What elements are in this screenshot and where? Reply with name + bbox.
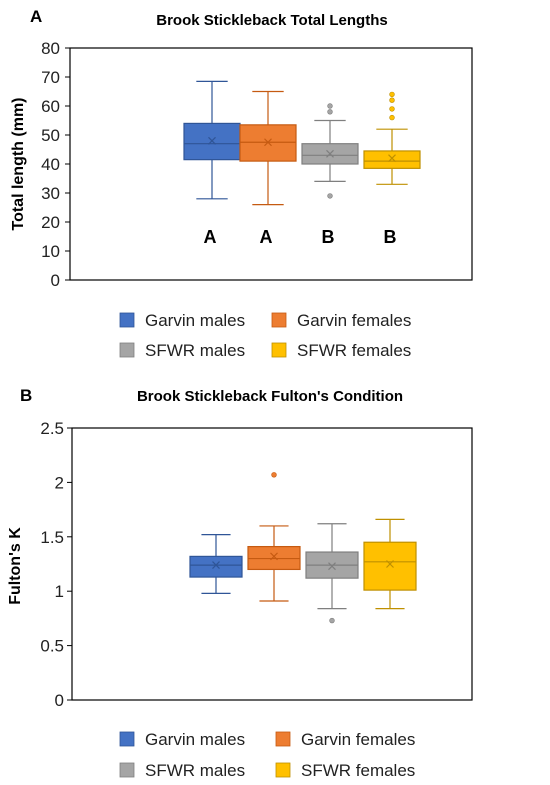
panel-b-y-axis-label: Fulton's K (7, 527, 24, 605)
y-tick-label: 40 (41, 155, 60, 174)
mean-marker (386, 560, 394, 568)
legend-item: SFWR males (119, 341, 245, 360)
legend-label: Garvin males (145, 730, 245, 749)
outlier-point (389, 97, 395, 103)
panel-a: A Brook Stickleback Total Lengths Total … (10, 7, 473, 360)
box-sfwr-males (305, 523, 359, 624)
mean-marker (270, 552, 278, 561)
panel-b-label: B (20, 386, 32, 405)
outlier-point (329, 617, 335, 624)
y-tick-label: 50 (41, 126, 60, 145)
mean-marker (212, 561, 220, 570)
legend-label: Garvin females (301, 730, 415, 749)
legend-label: SFWR females (301, 761, 415, 780)
panel-a-y-ticks: 0 10 20 30 40 50 60 70 80 (41, 39, 70, 290)
panel-a-label: A (30, 7, 42, 26)
y-tick-label: 1.5 (40, 528, 64, 547)
mean-marker (326, 149, 334, 158)
legend-item: Garvin males (119, 730, 245, 749)
y-tick-label: 2 (55, 473, 64, 492)
box-sfwr-males (301, 103, 359, 199)
legend-item: SFWR females (271, 341, 411, 360)
y-tick-label: 2.5 (40, 419, 64, 438)
legend-item: SFWR females (275, 761, 415, 780)
legend-label: SFWR males (145, 761, 245, 780)
y-tick-label: 20 (41, 213, 60, 232)
outlier-point (327, 103, 333, 109)
panel-a-y-axis-label: Total length (mm) (10, 97, 27, 230)
group-letter: B (384, 227, 397, 247)
y-tick-label: 0 (55, 691, 64, 710)
mean-marker (388, 154, 396, 163)
box-garvin-males (189, 534, 243, 594)
legend-swatch (119, 342, 135, 358)
legend-item: Garvin females (271, 311, 411, 330)
legend-label: SFWR females (297, 341, 411, 360)
y-tick-label: 10 (41, 242, 60, 261)
outlier-point (389, 106, 395, 112)
group-letter: B (322, 227, 335, 247)
group-letter: A (260, 227, 273, 247)
outlier-point (389, 114, 395, 121)
legend-label: Garvin females (297, 311, 411, 330)
y-tick-label: 70 (41, 68, 60, 87)
legend-swatch (119, 762, 135, 778)
legend-swatch (119, 731, 135, 747)
panel-b: B Brook Stickleback Fulton's Condition F… (7, 386, 473, 780)
y-tick-label: 30 (41, 184, 60, 203)
panel-a-legend: Garvin males Garvin females SFWR males SFWR… (119, 311, 411, 360)
outlier-point (327, 193, 333, 199)
y-tick-label: 80 (41, 39, 60, 58)
y-tick-label: 60 (41, 97, 60, 116)
box-garvin-females (247, 472, 301, 602)
panel-b-boxes (189, 472, 417, 624)
outlier-point (327, 109, 333, 115)
mean-marker (264, 138, 272, 147)
box-garvin-females (239, 90, 297, 206)
y-tick-label: 0 (51, 271, 60, 290)
legend-swatch (275, 762, 291, 778)
legend-swatch (119, 312, 135, 328)
legend-swatch (271, 342, 287, 358)
panel-a-title: Brook Stickleback Total Lengths (156, 12, 387, 29)
outlier-point (389, 91, 395, 98)
outlier-point (271, 472, 277, 478)
group-letter: A (204, 227, 217, 247)
legend-swatch (275, 731, 291, 747)
box-iqr (363, 541, 417, 591)
panel-b-legend: Garvin males Garvin females SFWR males SFWR… (119, 730, 415, 780)
panel-b-title: Brook Stickleback Fulton's Condition (137, 388, 403, 405)
legend-swatch (271, 312, 287, 328)
panel-b-y-ticks: 0 0.5 1 1.5 2 2.5 (40, 419, 72, 710)
legend-item: Garvin females (275, 730, 415, 749)
box-sfwr-females (363, 91, 421, 185)
y-tick-label: 1 (55, 582, 64, 601)
y-tick-label: 0.5 (40, 637, 64, 656)
legend-label: SFWR males (145, 341, 245, 360)
legend-item: SFWR males (119, 761, 245, 780)
box-sfwr-females (363, 518, 417, 610)
mean-marker (328, 562, 336, 571)
box-iqr (363, 150, 421, 169)
box-garvin-males (183, 80, 241, 200)
panel-b-plot-frame (71, 427, 473, 701)
legend-label: Garvin males (145, 311, 245, 330)
box-iqr (189, 555, 243, 578)
mean-marker (208, 136, 216, 145)
legend-item: Garvin males (119, 311, 245, 330)
panel-a-boxes (183, 80, 421, 206)
